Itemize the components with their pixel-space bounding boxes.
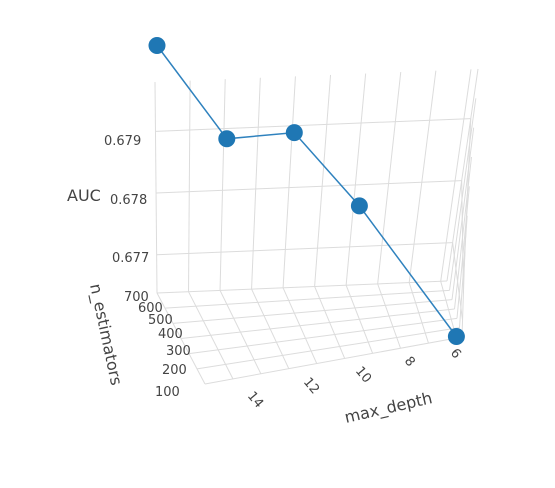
backwall-grid-z	[155, 118, 471, 132]
sidewall-grid-z	[461, 180, 464, 294]
backwall-grid-z	[156, 242, 453, 256]
z-tick-label: 0.678	[110, 193, 147, 208]
x-tick-label: 8	[401, 354, 418, 370]
backwall-grid-x	[377, 72, 402, 284]
backwall-grid-x	[440, 69, 472, 282]
floor-grid-y	[180, 308, 455, 339]
sidewall-grid-z	[463, 118, 472, 267]
backwall-grid-x	[188, 80, 191, 292]
data-point-marker[interactable]	[218, 130, 236, 148]
data-point-marker[interactable]	[285, 124, 303, 142]
floor-grid-y	[164, 289, 450, 309]
floor-grid-y	[204, 336, 463, 385]
y-tick-label: 600	[138, 301, 163, 316]
data-point-marker[interactable]	[350, 197, 368, 215]
y-tick-label: 700	[124, 290, 149, 305]
x-tick-label: 6	[447, 346, 464, 362]
z-tick-label: 0.679	[104, 134, 141, 149]
y-tick-label: 400	[158, 327, 183, 342]
backwall-grid-x	[154, 81, 158, 294]
floor-grid-y	[156, 280, 448, 294]
x-axis-title: max_depth	[343, 388, 435, 428]
y-tick-label: 200	[162, 363, 187, 378]
sidewall-grid-y	[454, 156, 472, 310]
data-point-marker[interactable]	[447, 328, 465, 345]
backwall-grid-x	[251, 77, 261, 290]
z-axis-title: AUC	[67, 186, 101, 205]
backwall-grid-x	[282, 76, 296, 288]
sidewall-grid-y	[451, 127, 475, 300]
x-tick-label: 10	[352, 364, 374, 386]
sidewall-grid-y	[449, 98, 477, 291]
backwall-grid-z	[156, 180, 462, 194]
backwall-grid-x	[219, 79, 226, 291]
x-tick-label: 12	[300, 375, 322, 397]
floor-grid-y	[188, 317, 458, 355]
grid-layer	[154, 68, 479, 385]
y-tick-label: 300	[166, 344, 191, 359]
floor-grid-y	[172, 299, 453, 324]
x-tick-label: 14	[244, 389, 266, 411]
data-layer	[148, 37, 465, 345]
data-point-marker[interactable]	[148, 37, 166, 54]
y-tick-label: 500	[148, 313, 173, 328]
backwall-grid-x	[408, 70, 437, 283]
backwall-grid-x	[345, 73, 367, 286]
sidewall-grid-z	[452, 242, 464, 321]
z-tick-label: 0.677	[112, 251, 149, 266]
sidewall-grid-y	[446, 68, 479, 282]
y-tick-label: 100	[155, 385, 180, 400]
backwall-grid-x	[314, 74, 332, 287]
y-axis-title: n_estimators	[85, 282, 126, 387]
floor-grid-y	[196, 327, 460, 370]
